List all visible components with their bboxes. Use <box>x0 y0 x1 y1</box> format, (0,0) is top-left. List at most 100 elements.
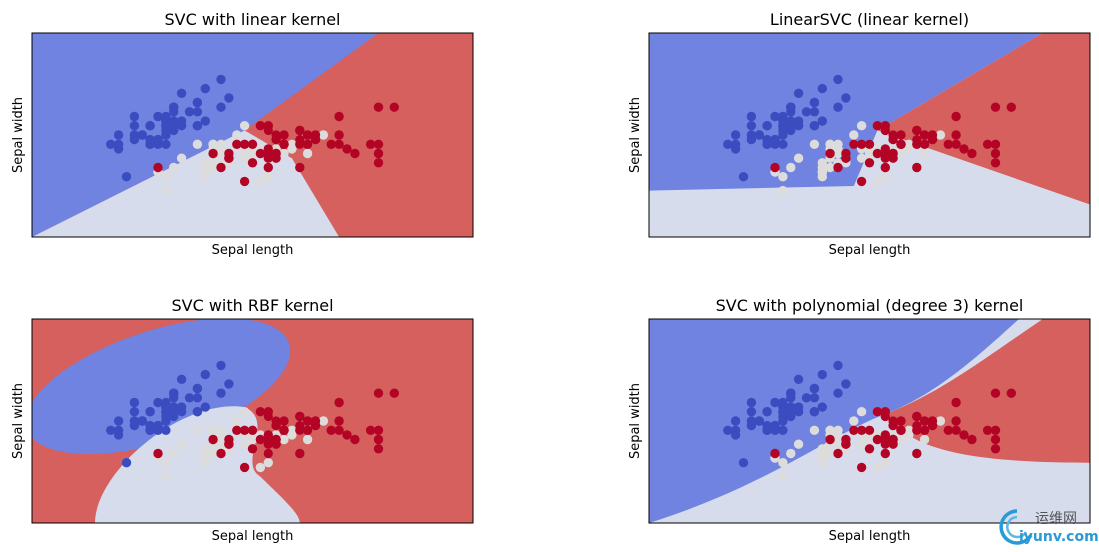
point-versicolor <box>809 425 820 435</box>
point-setosa <box>833 102 843 112</box>
point-versicolor <box>935 416 946 426</box>
point-versicolor <box>872 176 883 187</box>
subplot-1: SVC with linear kernel Sepal length Sepal … <box>11 10 474 258</box>
point-versicolor <box>239 407 250 417</box>
point-versicolor <box>279 148 289 159</box>
point-setosa <box>778 402 788 412</box>
point-virginica <box>247 425 258 435</box>
point-setosa <box>224 93 234 103</box>
axes-frame <box>648 318 1091 524</box>
point-virginica <box>232 425 242 435</box>
x-axis-label: Sepal length <box>829 529 911 544</box>
point-virginica <box>919 425 930 435</box>
point-virginica <box>373 434 384 445</box>
point-setosa <box>192 107 203 117</box>
point-virginica <box>373 425 384 435</box>
point-virginica <box>350 434 360 445</box>
point-setosa <box>145 121 155 131</box>
point-virginica <box>239 425 250 435</box>
point-virginica <box>263 448 273 459</box>
point-versicolor <box>817 444 827 454</box>
point-virginica <box>864 425 875 435</box>
point-virginica <box>373 139 384 149</box>
point-setosa <box>746 397 757 408</box>
point-versicolor <box>856 439 867 449</box>
point-virginica <box>310 420 321 431</box>
point-virginica <box>982 139 993 149</box>
point-setosa <box>770 397 780 408</box>
point-setosa <box>738 458 749 468</box>
point-versicolor <box>786 448 796 459</box>
point-virginica <box>263 407 273 417</box>
point-virginica <box>365 139 376 149</box>
point-virginica <box>896 130 906 140</box>
point-virginica <box>896 139 906 149</box>
point-setosa <box>801 107 812 117</box>
point-virginica <box>856 462 867 473</box>
point-virginica <box>224 439 234 449</box>
point-setosa <box>216 388 226 398</box>
point-virginica <box>255 148 266 159</box>
point-versicolor <box>161 185 171 196</box>
point-virginica <box>334 397 344 408</box>
point-versicolor <box>318 130 329 140</box>
point-setosa <box>129 111 140 122</box>
point-setosa <box>793 407 804 417</box>
point-setosa <box>817 402 827 412</box>
point-setosa <box>786 407 796 417</box>
point-setosa <box>801 393 812 403</box>
point-virginica <box>912 125 922 136</box>
point-versicolor <box>232 130 242 140</box>
point-versicolor <box>208 425 218 435</box>
point-virginica <box>263 148 273 159</box>
point-virginica <box>263 162 273 173</box>
point-setosa <box>809 107 820 117</box>
point-setosa <box>161 425 171 435</box>
point-setosa <box>145 139 155 149</box>
point-setosa <box>778 116 788 126</box>
point-virginica <box>841 439 851 449</box>
point-setosa <box>833 388 843 398</box>
point-virginica <box>295 125 305 136</box>
point-setosa <box>153 397 163 408</box>
point-setosa <box>145 407 155 417</box>
point-versicolor <box>247 434 258 445</box>
point-versicolor <box>318 416 329 426</box>
point-virginica <box>295 448 305 459</box>
point-virginica <box>849 425 859 435</box>
point-versicolor <box>208 448 218 459</box>
point-versicolor <box>856 407 867 417</box>
point-virginica <box>912 448 922 459</box>
point-setosa <box>746 130 757 140</box>
point-setosa <box>176 407 187 417</box>
point-virginica <box>825 434 835 445</box>
point-setosa <box>778 411 788 422</box>
point-setosa <box>770 134 780 145</box>
point-virginica <box>239 176 250 187</box>
point-setosa <box>809 393 820 403</box>
point-setosa <box>192 393 203 403</box>
scatter-points <box>723 360 1016 482</box>
point-versicolor <box>176 153 187 163</box>
point-versicolor <box>919 148 930 159</box>
scatter-points <box>106 74 399 196</box>
point-setosa <box>153 420 163 431</box>
point-versicolor <box>176 439 187 449</box>
point-virginica <box>951 111 961 122</box>
point-versicolor <box>864 148 875 159</box>
point-setosa <box>161 411 171 422</box>
point-virginica <box>326 425 336 435</box>
point-virginica <box>872 148 883 159</box>
point-versicolor <box>817 158 827 168</box>
point-virginica <box>373 388 384 398</box>
point-setosa <box>786 102 796 112</box>
point-setosa <box>113 130 124 140</box>
watermark-logo-inner-icon <box>1006 515 1028 539</box>
point-setosa <box>754 416 764 426</box>
point-setosa <box>169 102 179 112</box>
point-setosa <box>161 116 171 126</box>
point-virginica <box>833 448 843 459</box>
point-setosa <box>106 139 116 149</box>
point-virginica <box>342 144 352 154</box>
point-setosa <box>113 416 124 426</box>
